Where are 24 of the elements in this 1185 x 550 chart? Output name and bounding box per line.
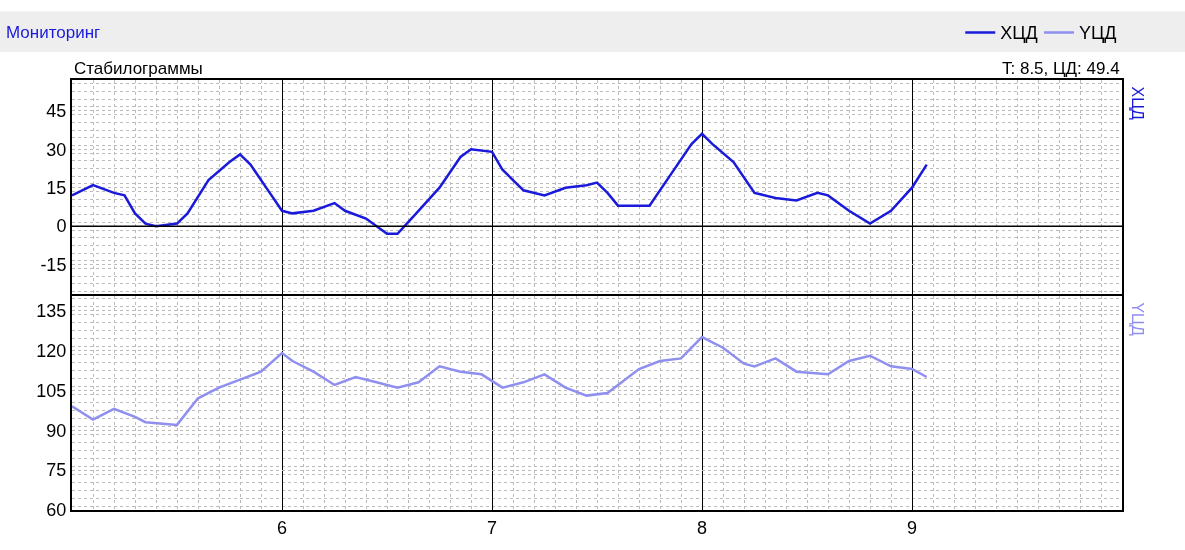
legend-label: YЦД: [1079, 23, 1117, 44]
y-tick-label: 105: [36, 380, 67, 401]
chart-title: Стабилограммы: [74, 59, 203, 78]
y-tick-label: 45: [46, 101, 67, 122]
x-tick-label: 8: [696, 517, 708, 538]
y-tick-label: 75: [46, 460, 67, 481]
y-tick-label: 0: [56, 216, 67, 237]
y-tick-label: 120: [36, 340, 67, 361]
y-tick-label: 15: [46, 178, 67, 199]
legend-label: XЦД: [1000, 23, 1038, 44]
y-tick-label: 30: [46, 139, 67, 160]
y-tick-label: -15: [40, 254, 67, 275]
x-tick-label: 7: [486, 517, 498, 538]
text: T: 8.5, ЦД: 49.4: [1002, 59, 1120, 78]
y-tick-label: 60: [46, 500, 67, 521]
x-tick-label: 6: [276, 517, 288, 538]
text: XЦД: [1129, 86, 1147, 120]
y-tick-label: 90: [46, 420, 67, 441]
line-series: [72, 335, 928, 427]
y-tick-label: 135: [36, 300, 67, 321]
line-series: [72, 132, 928, 236]
x-tick-label: 9: [906, 517, 918, 538]
text: Мониторинг: [6, 23, 101, 42]
text: YЦД: [1128, 302, 1146, 336]
